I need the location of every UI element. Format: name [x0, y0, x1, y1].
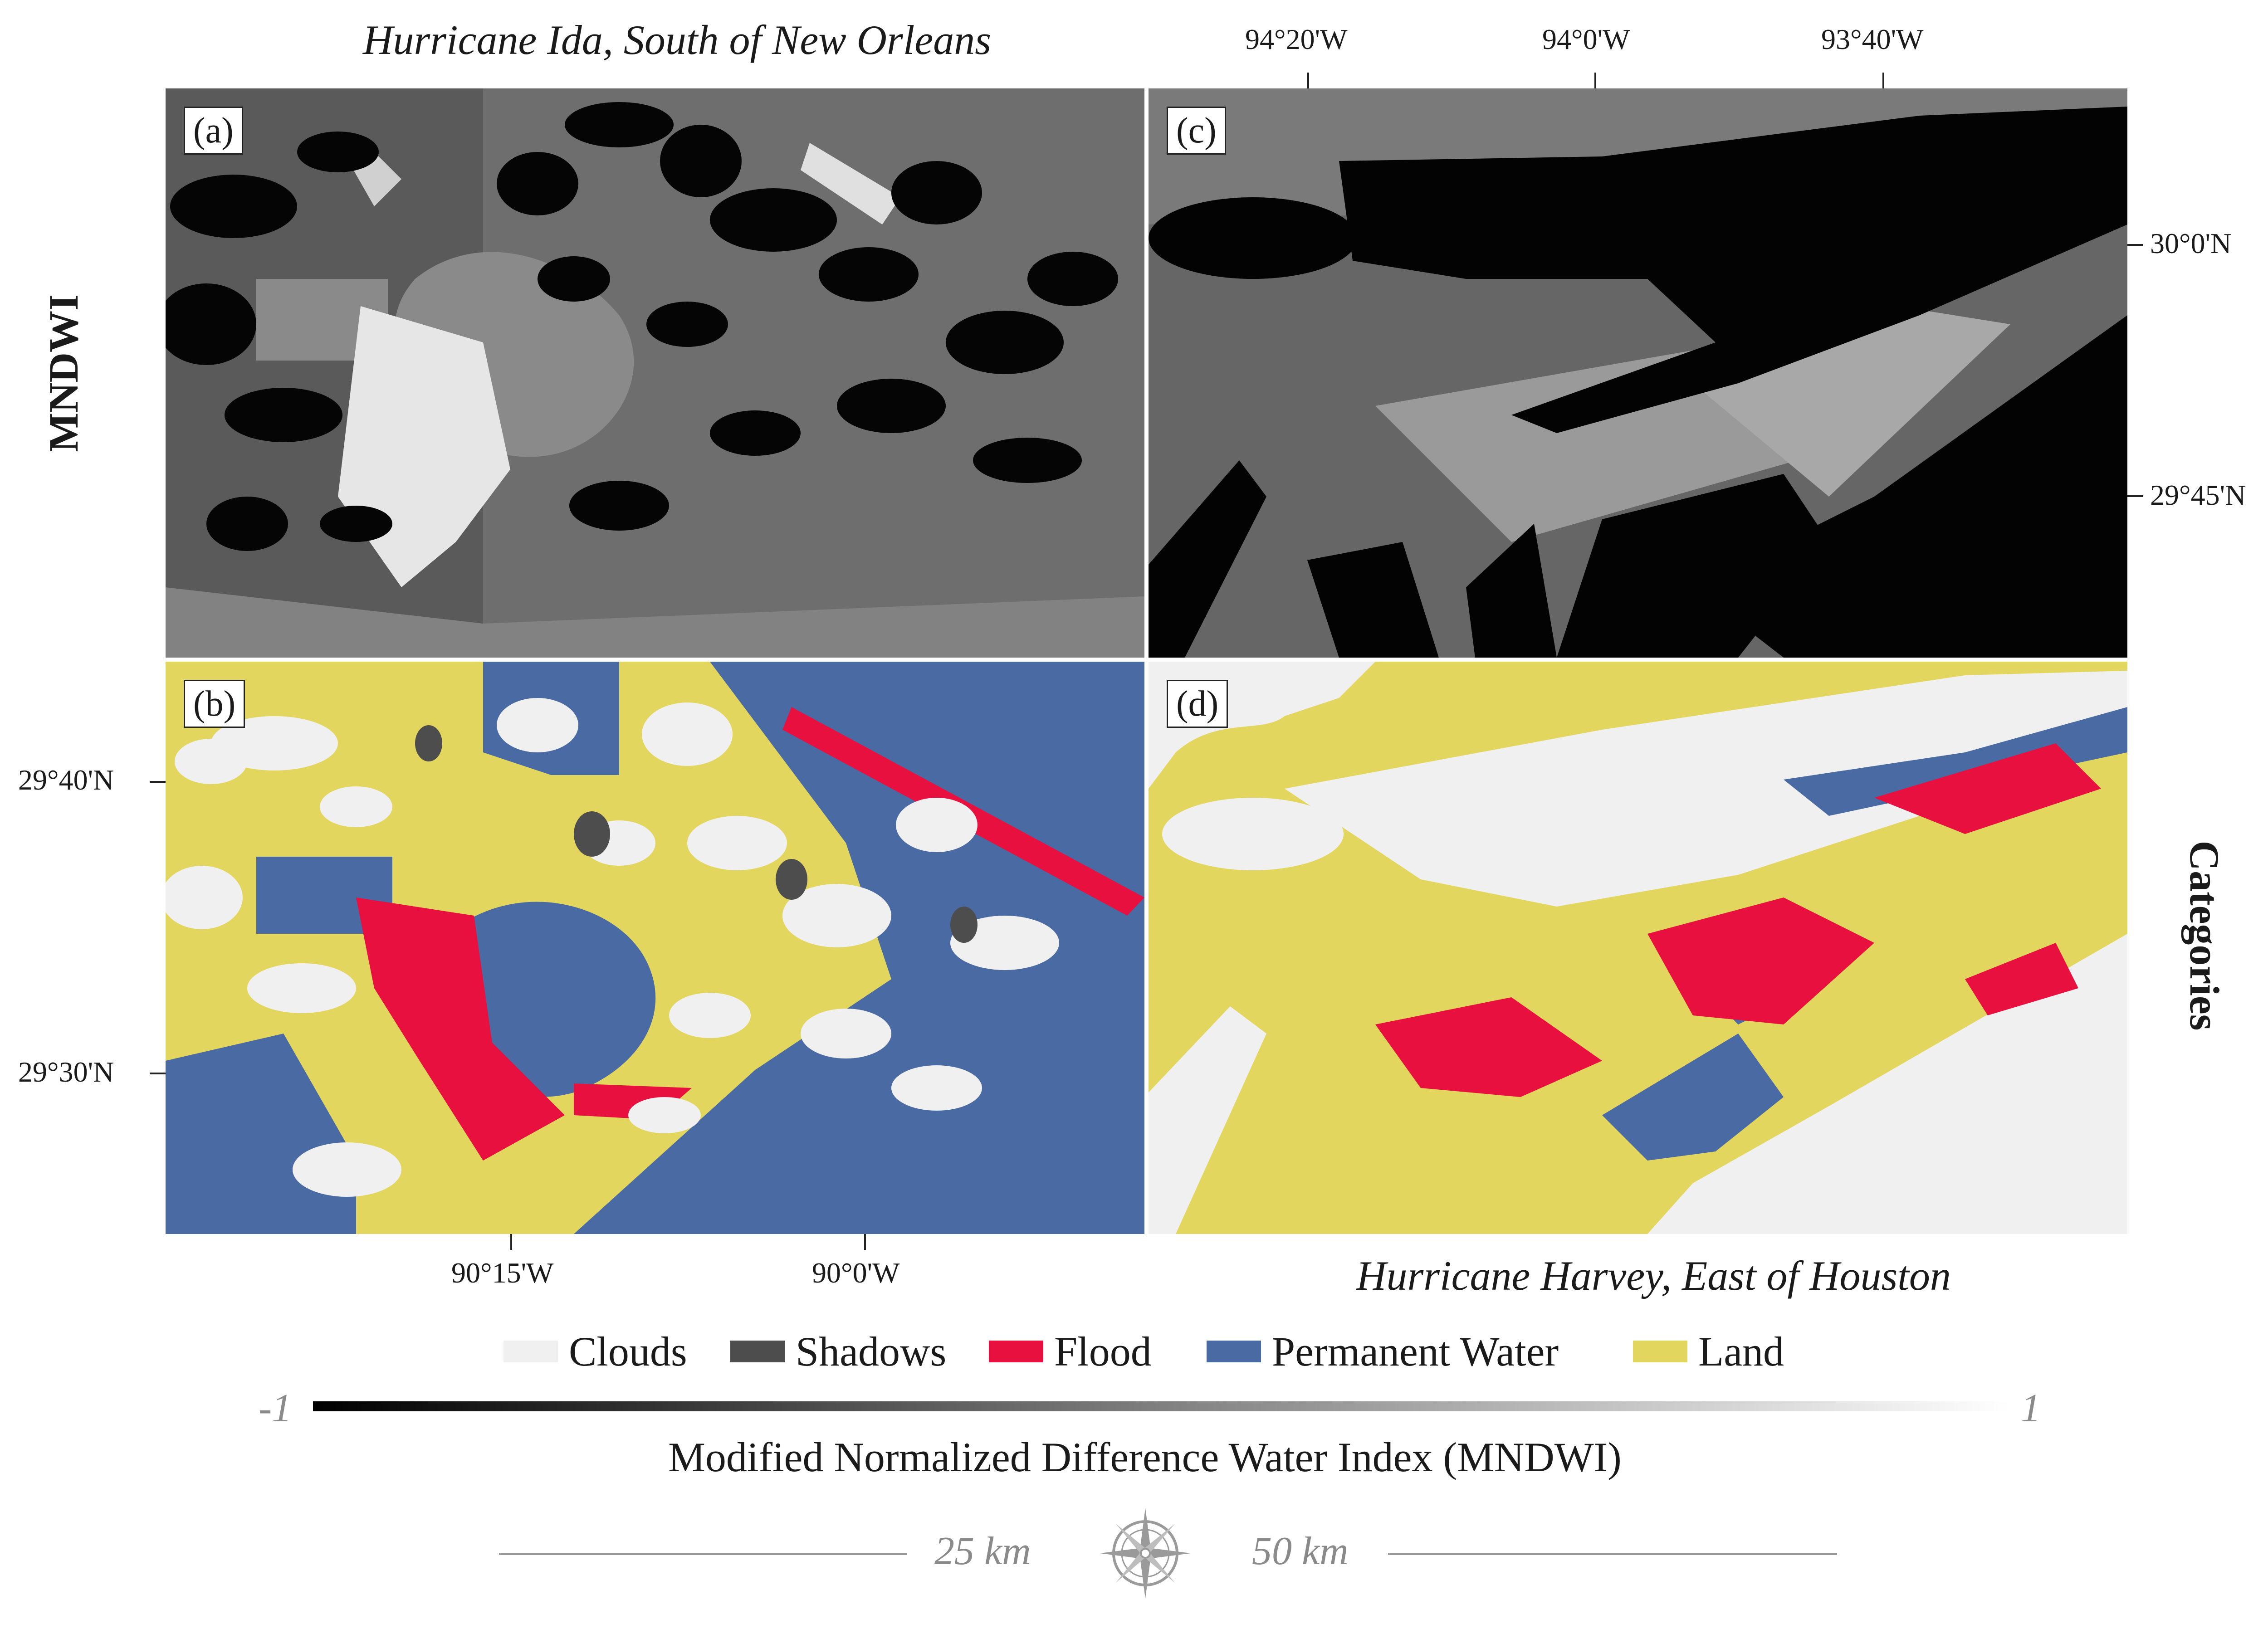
panel-label-d: (d) [1167, 680, 1228, 728]
right-tick-2 [2127, 495, 2143, 497]
panel-a-raster [166, 88, 1144, 658]
bottom-tick-1 [510, 1234, 512, 1250]
top-tick-label-3: 93°40'W [1821, 23, 1924, 55]
panel-d-raster [1149, 662, 2127, 1234]
legend-item-permanent-water: Permanent Water [1207, 1328, 1559, 1375]
bottom-tick-2 [864, 1234, 866, 1250]
legend-swatch-shadows [730, 1341, 785, 1362]
panel-c-mndwi-harvey: (c) [1149, 88, 2127, 658]
row-label-categories: Categories [2181, 840, 2228, 1031]
panel-label-a: (a) [184, 107, 243, 155]
panel-c-raster [1149, 88, 2127, 658]
colorbar-title: Modified Normalized Difference Water Ind… [668, 1434, 1622, 1480]
panel-label-b: (b) [184, 680, 245, 728]
left-tick-label-2: 29°30'N [18, 1056, 114, 1088]
panel-b-categories-ida: (b) [166, 662, 1144, 1234]
legend-label-shadows: Shadows [796, 1328, 947, 1375]
legend-swatch-land [1633, 1341, 1687, 1362]
right-tick-label-1: 30°0'N [2150, 227, 2232, 259]
left-panel-title: Hurricane Ida, South of New Orleans [363, 17, 992, 63]
bottom-tick-label-1: 90°15'W [451, 1257, 554, 1289]
colorbar-max-label: 1 [2021, 1386, 2041, 1430]
panel-d-categories-harvey: (d) [1149, 662, 2127, 1234]
left-tick-label-1: 29°40'N [18, 764, 114, 796]
legend-swatch-permanent-water [1207, 1341, 1261, 1362]
panel-a-mndwi-ida: (a) [166, 88, 1144, 658]
top-tick-1 [1307, 73, 1309, 88]
scale-label-25km: 25 km [934, 1529, 1031, 1573]
top-tick-label-2: 94°0'W [1542, 23, 1630, 55]
panel-label-c: (c) [1167, 107, 1226, 155]
scale-line-left [499, 1553, 907, 1555]
legend-label-land: Land [1698, 1328, 1784, 1375]
top-tick-2 [1594, 73, 1596, 88]
legend-item-land: Land [1633, 1328, 1784, 1375]
bottom-tick-label-2: 90°0'W [812, 1257, 900, 1289]
legend-swatch-flood [989, 1341, 1043, 1362]
row-label-mndwi: MNDWI [40, 294, 87, 452]
top-tick-label-1: 94°20'W [1245, 23, 1348, 55]
legend-label-permanent-water: Permanent Water [1272, 1328, 1559, 1375]
top-tick-3 [1882, 73, 1884, 88]
legend-item-shadows: Shadows [730, 1328, 946, 1375]
right-panel-title: Hurricane Harvey, East of Houston [1356, 1253, 1951, 1299]
legend-swatch-clouds [503, 1341, 558, 1362]
right-tick-label-2: 29°45'N [2150, 479, 2246, 511]
legend-item-clouds: Clouds [503, 1328, 687, 1375]
left-tick-2 [150, 1073, 166, 1074]
right-tick-1 [2127, 244, 2143, 246]
left-tick-1 [150, 781, 166, 783]
panel-b-raster [166, 662, 1144, 1234]
legend-item-flood: Flood [989, 1328, 1152, 1375]
colorbar-min-label: -1 [259, 1386, 292, 1430]
scale-label-50km: 50 km [1252, 1529, 1349, 1573]
legend-label-flood: Flood [1054, 1328, 1152, 1375]
colorbar-gradient [313, 1401, 2009, 1411]
compass-rose-icon [1098, 1506, 1193, 1601]
legend-label-clouds: Clouds [569, 1328, 687, 1375]
scale-line-right [1388, 1553, 1837, 1555]
